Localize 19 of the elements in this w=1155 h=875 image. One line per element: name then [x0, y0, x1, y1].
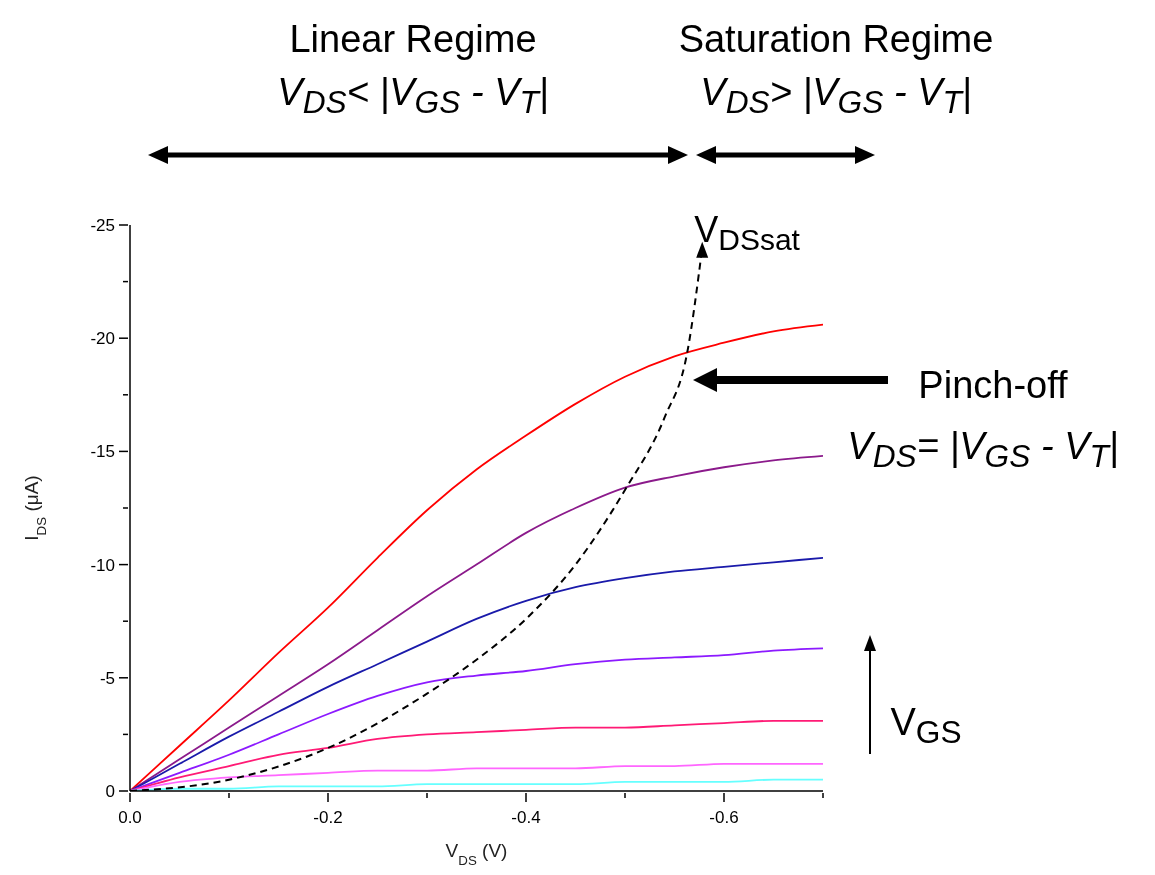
y-tick-label: -20	[90, 329, 115, 349]
annotation: V$_{DSsat}$	[694, 208, 800, 256]
y-tick-label: -10	[90, 555, 115, 575]
text: V$_{DS}$< |V$_{GS}$ - V$_{T}$|	[277, 70, 549, 121]
text: Linear Regime	[289, 18, 537, 61]
text: Saturation Regime	[678, 18, 994, 61]
text: V$_{GS}$	[890, 700, 962, 751]
y-tick-label: -25	[90, 216, 115, 235]
y-tick-label: -5	[99, 668, 115, 688]
x-tick-label: -0.6	[709, 808, 739, 827]
text: V$_{DS}$> |V$_{GS}$ - V$_{T}$|	[700, 70, 972, 121]
y-tick-label: -15	[90, 442, 115, 462]
text: Pinch-off	[918, 364, 1068, 407]
x-tick-label: -0.2	[313, 808, 343, 827]
x-tick-label: -0.4	[511, 808, 541, 827]
y-tick-label: 0	[105, 782, 115, 801]
text: V$_{DS}$= |V$_{GS}$ - V$_{T}$|	[847, 424, 1119, 475]
x-axis-title: V$_{DS}$ (V)	[445, 840, 508, 868]
x-tick-label: 0.0	[118, 808, 142, 827]
